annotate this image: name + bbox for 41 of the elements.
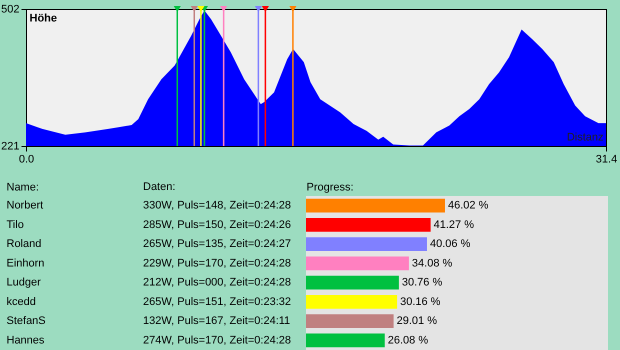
data-label: 40.06 %	[430, 238, 471, 250]
text: 330W, Puls=148, Zeit=0:24:28	[143, 200, 291, 212]
text: 285W, Puls=150, Zeit=0:24:26	[143, 218, 291, 231]
bar	[306, 276, 399, 290]
y-axis-title: Höhe	[30, 12, 57, 24]
bar	[306, 237, 427, 252]
y-tick-label: kcedd	[6, 296, 36, 308]
y-tick-label: Roland	[6, 238, 42, 250]
text: 265W, Puls=151, Zeit=0:23:32	[143, 296, 291, 308]
bar	[306, 256, 409, 270]
x-tick-label: 0.0	[18, 154, 34, 166]
text: 132W, Puls=167, Zeit=0:24:11	[143, 315, 290, 328]
y-tick-label: Hannes	[6, 334, 45, 346]
bar	[306, 198, 445, 213]
y-tick-label: 502	[1, 4, 20, 16]
data-label: 30.16 %	[400, 296, 441, 308]
text: 212W, Puls=000, Zeit=0:24:28	[143, 276, 291, 289]
data-label: 26.08 %	[388, 334, 428, 346]
data-label: 46.02 %	[448, 200, 489, 212]
y-tick-label: StefanS	[6, 315, 46, 328]
data-label: 41.27 %	[434, 218, 474, 231]
text: 265W, Puls=135, Zeit=0:24:27	[143, 238, 291, 250]
x-tick-label: 31.4	[596, 154, 618, 166]
text: 229W, Puls=170, Zeit=0:24:28	[143, 257, 291, 270]
text: Daten:	[143, 181, 176, 193]
y-tick-label: Einhorn	[6, 257, 44, 270]
y-axis-title: Name:	[6, 182, 39, 194]
bar	[306, 333, 385, 348]
bar	[306, 294, 398, 309]
bar	[306, 314, 394, 328]
text: 274W, Puls=170, Zeit=0:24:28	[143, 334, 291, 346]
data-label: 29.01 %	[396, 315, 438, 328]
y-tick-label: Norbert	[6, 200, 44, 212]
x-axis-title: Progress:	[306, 182, 354, 194]
data-label: 30.76 %	[402, 276, 442, 289]
bar	[306, 218, 431, 232]
data-label: 34.08 %	[412, 257, 453, 270]
y-tick-label: Ludger	[6, 276, 42, 289]
x-axis-title: Distanz	[566, 132, 604, 144]
y-tick-label: 221	[1, 140, 20, 152]
y-tick-label: Tilo	[6, 218, 24, 231]
